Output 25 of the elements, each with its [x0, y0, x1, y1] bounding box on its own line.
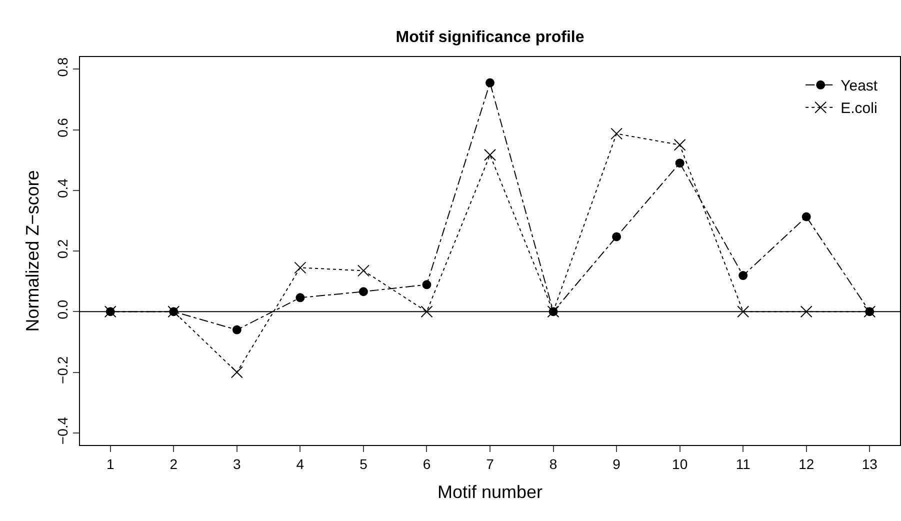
y-tick-label: 0.4	[54, 178, 70, 198]
y-tick-label: 0.2	[54, 238, 70, 259]
y-tick-label: 0.6	[54, 118, 70, 138]
x-tick-label: 12	[798, 456, 814, 472]
x-tick-label: 11	[736, 456, 751, 472]
x-tick-label: 13	[862, 456, 878, 472]
x-tick-label: 6	[422, 456, 431, 472]
y-tick-label: −0.4	[54, 416, 70, 445]
x-tick-label: 4	[296, 456, 304, 472]
x-tick-label: 8	[549, 456, 558, 472]
x-tick-label: 3	[233, 456, 242, 472]
y-tick-label: 0.0	[54, 300, 70, 320]
x-tick-label: 2	[170, 456, 178, 472]
legend-label: E.coli	[840, 100, 878, 118]
x-tick-label: 1	[106, 456, 114, 472]
y-tick-label: 0.8	[54, 57, 70, 77]
x-axis-title: Motif number	[437, 482, 543, 502]
x-tick-label: 5	[360, 456, 368, 472]
legend-label: Yeast	[840, 78, 878, 95]
x-tick-label: 7	[486, 456, 494, 472]
x-tick-label: 10	[672, 456, 688, 472]
y-tick-label: −0.2	[54, 356, 70, 384]
x-tick-label: 9	[612, 456, 621, 472]
y-axis-title: Normalized Z−score	[22, 170, 43, 332]
chart-title: Motif significance profile	[396, 29, 584, 46]
